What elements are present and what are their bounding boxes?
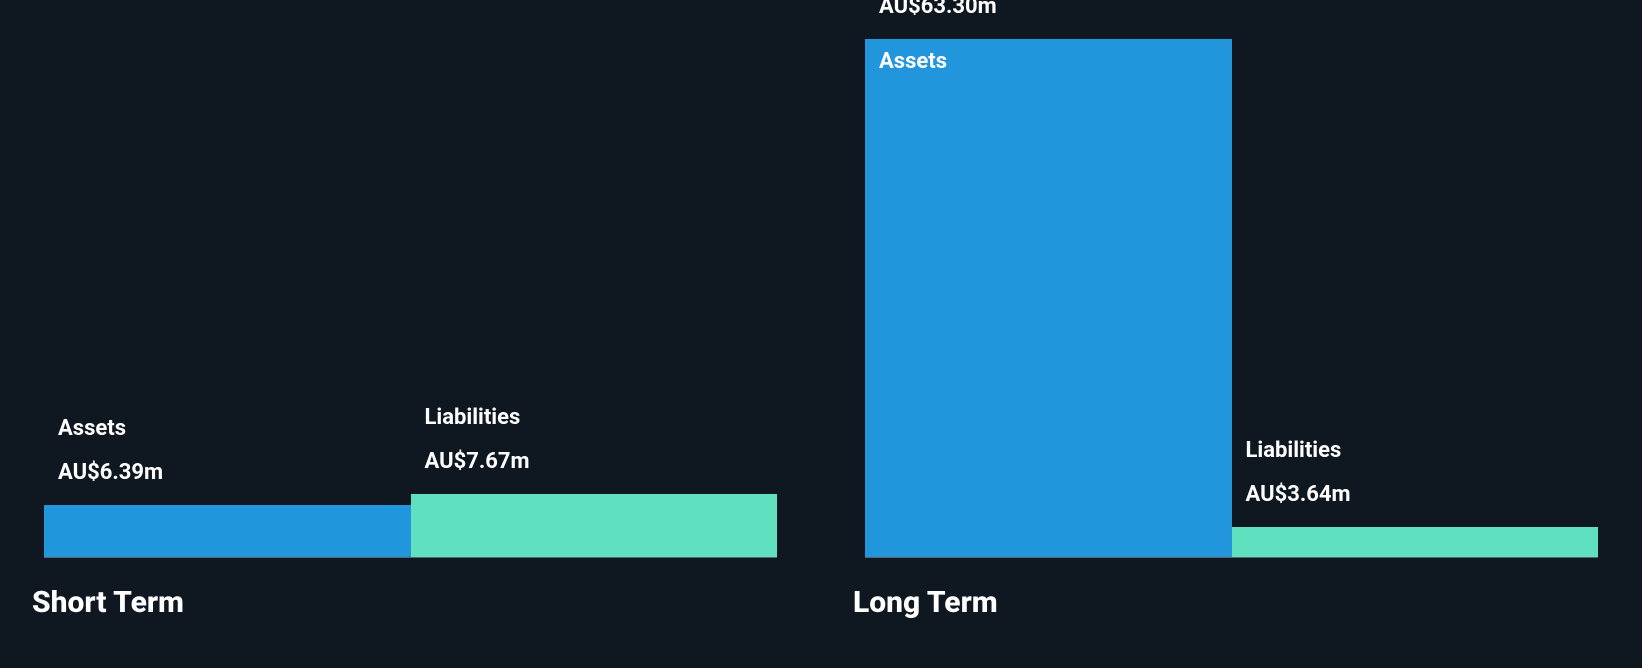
bar-label-liabilities: Liabilities <box>425 405 521 430</box>
bar-value-liabilities: AU$7.67m <box>425 449 530 474</box>
bar-fill-assets: Assets <box>44 505 411 557</box>
financial-position-chart: Assets AU$6.39m Assets Liabilities AU$7.… <box>0 0 1642 668</box>
panel-title-long-term: Long Term <box>853 585 998 620</box>
panel-long-term: Assets AU$63.30m Assets Liabilities AU$3… <box>821 0 1642 668</box>
bar-fill-liabilities-lt: Liabilities <box>1232 527 1599 557</box>
panel-short-term: Assets AU$6.39m Assets Liabilities AU$7.… <box>0 0 821 668</box>
bar-value-assets-lt: AU$63.30m <box>879 0 997 19</box>
bar-inner-label-assets-lt: Assets <box>879 49 947 74</box>
bar-value-assets: AU$6.39m <box>58 460 163 485</box>
bar-value-liabilities-lt: AU$3.64m <box>1246 482 1351 507</box>
bar-short-term-liabilities: Liabilities AU$7.67m Liabilities <box>411 494 778 557</box>
bar-long-term-assets: Assets AU$63.30m Assets <box>865 39 1232 557</box>
bar-long-term-liabilities: Liabilities AU$3.64m Liabilities <box>1232 527 1599 557</box>
chart-area-short-term: Assets AU$6.39m Assets Liabilities AU$7.… <box>44 40 777 558</box>
bars-short-term: Assets AU$6.39m Assets Liabilities AU$7.… <box>44 40 777 557</box>
bar-fill-liabilities: Liabilities <box>411 494 778 557</box>
bar-label-assets: Assets <box>58 416 126 441</box>
panel-title-short-term: Short Term <box>32 585 184 620</box>
bar-fill-assets-lt: Assets <box>865 39 1232 557</box>
bars-long-term: Assets AU$63.30m Assets Liabilities AU$3… <box>865 40 1598 557</box>
bar-short-term-assets: Assets AU$6.39m Assets <box>44 505 411 557</box>
chart-area-long-term: Assets AU$63.30m Assets Liabilities AU$3… <box>865 40 1598 558</box>
bar-label-liabilities-lt: Liabilities <box>1246 438 1342 463</box>
